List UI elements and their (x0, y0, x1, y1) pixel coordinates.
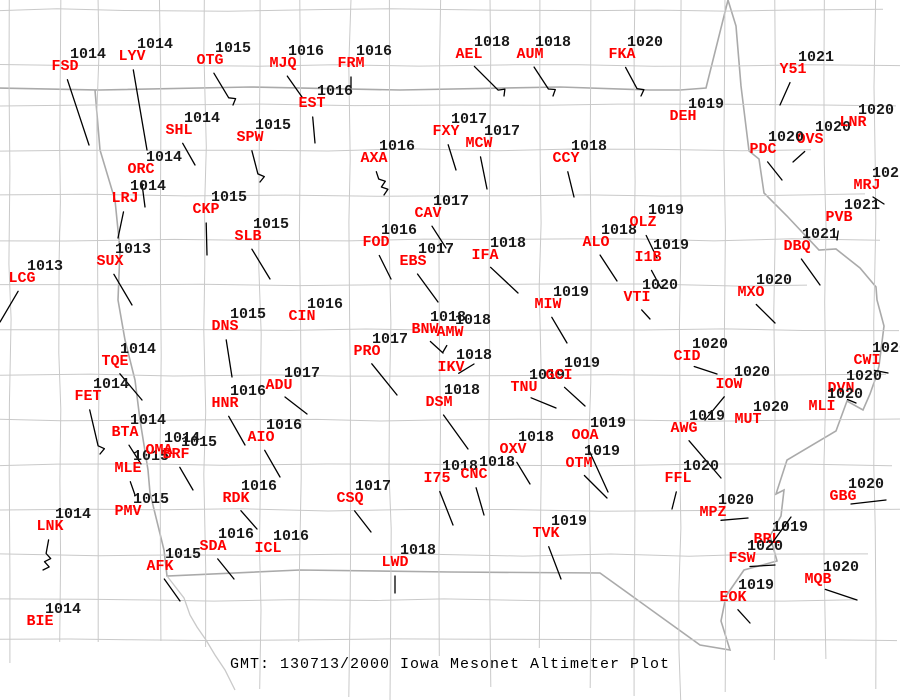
svg-text:MQB: MQB (804, 571, 831, 588)
svg-text:OLZ: OLZ (629, 214, 656, 231)
svg-text:MCW: MCW (465, 135, 492, 152)
svg-text:FRM: FRM (337, 55, 364, 72)
svg-text:IKV: IKV (437, 359, 464, 376)
svg-text:MLE: MLE (114, 460, 141, 477)
svg-text:MRJ: MRJ (853, 177, 880, 194)
svg-text:ALO: ALO (582, 234, 609, 251)
svg-text:MPZ: MPZ (699, 504, 726, 521)
svg-text:HNR: HNR (211, 395, 238, 412)
svg-text:EOK: EOK (719, 589, 746, 606)
svg-text:MXO: MXO (737, 284, 764, 301)
svg-text:LRJ: LRJ (111, 190, 138, 207)
svg-text:ICL: ICL (254, 540, 281, 557)
svg-text:ADU: ADU (265, 377, 292, 394)
svg-text:LNR: LNR (839, 114, 866, 131)
svg-text:AMW: AMW (436, 324, 463, 341)
svg-text:EBS: EBS (399, 253, 426, 270)
svg-text:BNW: BNW (411, 321, 438, 338)
svg-text:Y51: Y51 (779, 61, 806, 78)
svg-text:MUT: MUT (734, 411, 761, 428)
svg-text:AXA: AXA (360, 150, 387, 167)
svg-text:TQE: TQE (101, 353, 128, 370)
svg-text:FXY: FXY (432, 123, 459, 140)
svg-text:MIW: MIW (534, 296, 561, 313)
svg-text:GBG: GBG (829, 488, 856, 505)
svg-text:FSD: FSD (51, 58, 78, 75)
svg-text:LNK: LNK (36, 518, 63, 535)
svg-text:RDK: RDK (222, 490, 249, 507)
svg-text:MLI: MLI (808, 398, 835, 415)
svg-text:PVB: PVB (825, 209, 852, 226)
svg-text:BRF: BRF (162, 446, 189, 463)
svg-text:FFL: FFL (664, 470, 691, 487)
svg-text:DNS: DNS (211, 318, 238, 335)
svg-text:PMV: PMV (114, 503, 141, 520)
svg-text:CIN: CIN (288, 308, 315, 325)
svg-text:CID: CID (673, 348, 700, 365)
svg-text:FOD: FOD (362, 234, 389, 251)
svg-text:FKA: FKA (608, 46, 635, 63)
svg-text:CKP: CKP (192, 201, 219, 218)
svg-text:MJQ: MJQ (269, 55, 296, 72)
svg-text:OXV: OXV (499, 441, 526, 458)
svg-text:LCG: LCG (8, 270, 35, 287)
svg-text:DBQ: DBQ (783, 238, 810, 255)
svg-text:OOA: OOA (571, 427, 598, 444)
svg-text:OTG: OTG (196, 52, 223, 69)
svg-text:DEH: DEH (669, 108, 696, 125)
svg-text:CCY: CCY (552, 150, 579, 167)
svg-text:SLB: SLB (234, 228, 261, 245)
svg-text:TVK: TVK (532, 525, 559, 542)
svg-text:CSQ: CSQ (336, 490, 363, 507)
svg-text:FET: FET (74, 388, 101, 405)
svg-text:IFA: IFA (471, 247, 498, 264)
svg-text:SDA: SDA (199, 538, 226, 555)
svg-text:PRO: PRO (353, 343, 380, 360)
svg-text:SPW: SPW (236, 129, 263, 146)
svg-text:SHL: SHL (165, 122, 192, 139)
svg-text:CNC: CNC (460, 466, 487, 483)
svg-text:PDC: PDC (749, 141, 776, 158)
svg-text:LYV: LYV (118, 48, 145, 65)
svg-text:BTA: BTA (111, 424, 138, 441)
svg-text:OTM: OTM (565, 455, 592, 472)
svg-text:FSW: FSW (728, 550, 755, 567)
svg-text:AIO: AIO (247, 429, 274, 446)
svg-text:AEL: AEL (455, 46, 482, 63)
svg-text:GCI: GCI (545, 367, 572, 384)
svg-text:TNU: TNU (510, 379, 537, 396)
svg-text:I75: I75 (423, 470, 450, 487)
svg-text:I1B: I1B (634, 249, 661, 266)
svg-text:EST: EST (298, 95, 325, 112)
svg-text:DSM: DSM (425, 394, 452, 411)
svg-text:AFK: AFK (146, 558, 173, 575)
svg-text:CAV: CAV (414, 205, 441, 222)
svg-text:CWI: CWI (853, 352, 880, 369)
svg-text:BIE: BIE (26, 613, 53, 630)
svg-text:AUM: AUM (516, 46, 543, 63)
svg-text:ORC: ORC (127, 161, 154, 178)
svg-text:VTI: VTI (623, 289, 650, 306)
svg-text:SUX: SUX (96, 253, 123, 270)
svg-text:LWD: LWD (381, 554, 408, 571)
svg-text:IOW: IOW (715, 376, 742, 393)
svg-text:AWG: AWG (670, 420, 697, 437)
